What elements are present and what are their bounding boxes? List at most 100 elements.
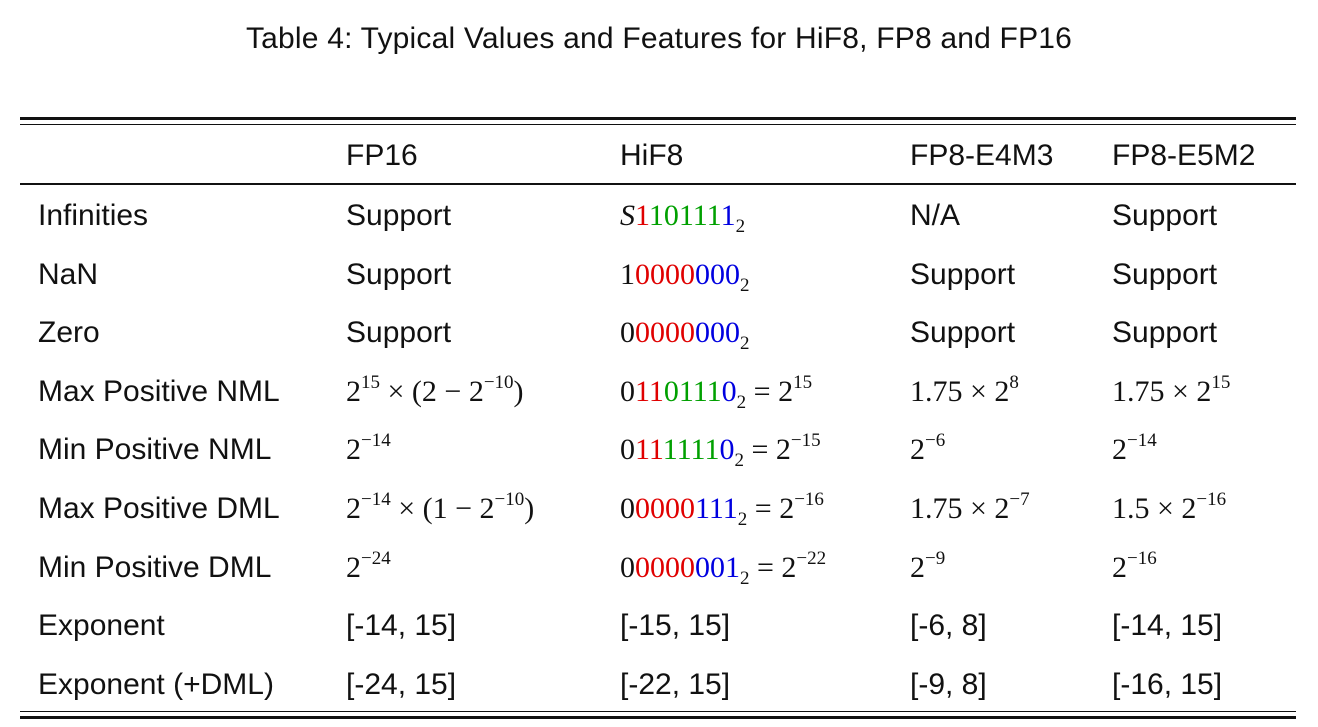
base: 2: [346, 551, 361, 584]
hif8-encoding: 011011102 = 215: [620, 373, 812, 412]
exponent-field: 1111: [663, 433, 720, 466]
e4m3-cell: 2−9: [910, 549, 945, 584]
exponent: −16: [794, 489, 824, 510]
e5m2-cell: 2−14: [1112, 431, 1157, 466]
e5m2-cell: Support: [1112, 316, 1218, 349]
radix-subscript: 2: [737, 509, 748, 530]
fp16-cell: 2−14 × (1 − 2−10): [346, 490, 535, 525]
e4m3-cell: Support: [910, 316, 1016, 349]
expression: × (1 − 2: [390, 492, 495, 525]
hif8-encoding: S11011112: [620, 199, 745, 237]
row-label: Min Positive NML: [38, 433, 272, 466]
radix-subscript: 2: [740, 568, 750, 589]
dot-field: 0000: [635, 492, 695, 525]
exponent: −10: [483, 372, 514, 393]
mantissa-field: 000: [695, 316, 740, 349]
exponent: −7: [1009, 489, 1030, 510]
expression: 1.75 × 2: [910, 375, 1010, 408]
hif8-encoding: 000001112 = 2−16: [620, 490, 824, 529]
fp16-cell: 215 × (2 − 2−10): [346, 373, 524, 408]
expression: 1.75 × 2: [1112, 375, 1212, 408]
equals-value: = 2: [749, 551, 797, 584]
expression: 2: [910, 433, 925, 466]
dot-field: 0000: [635, 258, 695, 291]
base: 2: [346, 375, 361, 408]
hif8-cell: [-15, 15]: [620, 609, 731, 642]
row-label: Max Positive NML: [38, 375, 280, 408]
equals-value: = 2: [746, 375, 794, 408]
sign-bit: 0: [620, 433, 635, 466]
e4m3-cell: 1.75 × 2−7: [910, 490, 1030, 524]
fp16-cell: Support: [346, 199, 452, 232]
dot-field: 11: [635, 433, 664, 466]
bottom-rule-thick: [20, 716, 1296, 719]
expression: ): [524, 492, 535, 525]
exponent-field: 0111: [663, 375, 722, 408]
sign-bit: 0: [620, 316, 635, 349]
exponent: −22: [796, 548, 827, 569]
base: 2: [346, 433, 361, 466]
e4m3-cell: N/A: [910, 199, 961, 232]
row-label: Exponent (+DML): [38, 668, 274, 701]
mantissa-field: 000: [695, 258, 740, 291]
header-rule: [20, 183, 1296, 185]
mantissa-field: 0: [721, 375, 737, 408]
column-header-fp16: FP16: [346, 139, 418, 172]
exponent: 8: [1009, 372, 1019, 393]
e5m2-cell: [-16, 15]: [1112, 668, 1223, 701]
hif8-encoding: 000000012 = 2−22: [620, 549, 826, 588]
expression: × (2 − 2: [380, 375, 484, 408]
fp16-cell: Support: [346, 258, 452, 291]
e4m3-cell: [-9, 8]: [910, 668, 987, 701]
exponent: −14: [361, 430, 391, 451]
exponent: 15: [793, 372, 813, 393]
sign-bit: 1: [620, 258, 635, 291]
expression: 1.5 × 2: [1112, 492, 1197, 525]
equals-value: = 2: [747, 492, 795, 525]
table-caption: Table 4: Typical Values and Features for…: [245, 22, 1073, 55]
dot-field: 1: [635, 199, 649, 232]
column-header-fp8-e5m2: FP8-E5M2: [1112, 139, 1256, 172]
e5m2-cell: Support: [1112, 258, 1218, 291]
row-label: Zero: [38, 316, 100, 349]
e5m2-cell: Support: [1112, 199, 1218, 232]
expression: 2: [1112, 433, 1127, 466]
exponent: −6: [925, 430, 946, 451]
e4m3-cell: 1.75 × 28: [910, 373, 1019, 408]
exponent: 15: [361, 372, 380, 393]
row-label: Infinities: [38, 199, 149, 232]
dot-field: 11: [635, 375, 664, 408]
expression: 2: [910, 551, 925, 584]
radix-subscript: 2: [736, 392, 747, 413]
row-label: Exponent: [38, 609, 165, 642]
exponent: −16: [1127, 548, 1157, 569]
exponent: −24: [361, 548, 391, 569]
e4m3-cell: [-6, 8]: [910, 609, 987, 642]
radix-subscript: 2: [740, 275, 750, 296]
expression: 2: [1112, 551, 1127, 584]
radix-subscript: 2: [734, 450, 744, 471]
mantissa-field: 001: [695, 551, 740, 584]
hif8-cell: [-22, 15]: [620, 668, 731, 701]
e5m2-cell: 1.75 × 215: [1112, 373, 1230, 408]
top-rule-thick: [20, 117, 1296, 120]
top-rule-thin: [20, 124, 1296, 125]
hif8-encoding: 000000002: [620, 316, 750, 354]
dot-field: 0000: [635, 316, 695, 349]
mantissa-field: 0: [719, 433, 735, 466]
sign-bit: S: [620, 199, 635, 232]
e4m3-cell: Support: [910, 258, 1016, 291]
row-label: Max Positive DML: [38, 492, 280, 525]
sign-bit: 0: [620, 375, 635, 408]
fp16-cell: 2−24: [346, 549, 391, 584]
column-header-hif8: HiF8: [620, 139, 684, 172]
e5m2-cell: 2−16: [1112, 549, 1157, 584]
exponent: −14: [1127, 430, 1157, 451]
mantissa-field: 1: [720, 199, 736, 232]
radix-subscript: 2: [735, 216, 746, 237]
mantissa-field: 111: [695, 492, 738, 525]
bottom-rule-thin: [20, 711, 1296, 712]
e4m3-cell: 2−6: [910, 431, 945, 466]
row-label: Min Positive DML: [38, 551, 272, 584]
sign-bit: 0: [620, 492, 635, 525]
